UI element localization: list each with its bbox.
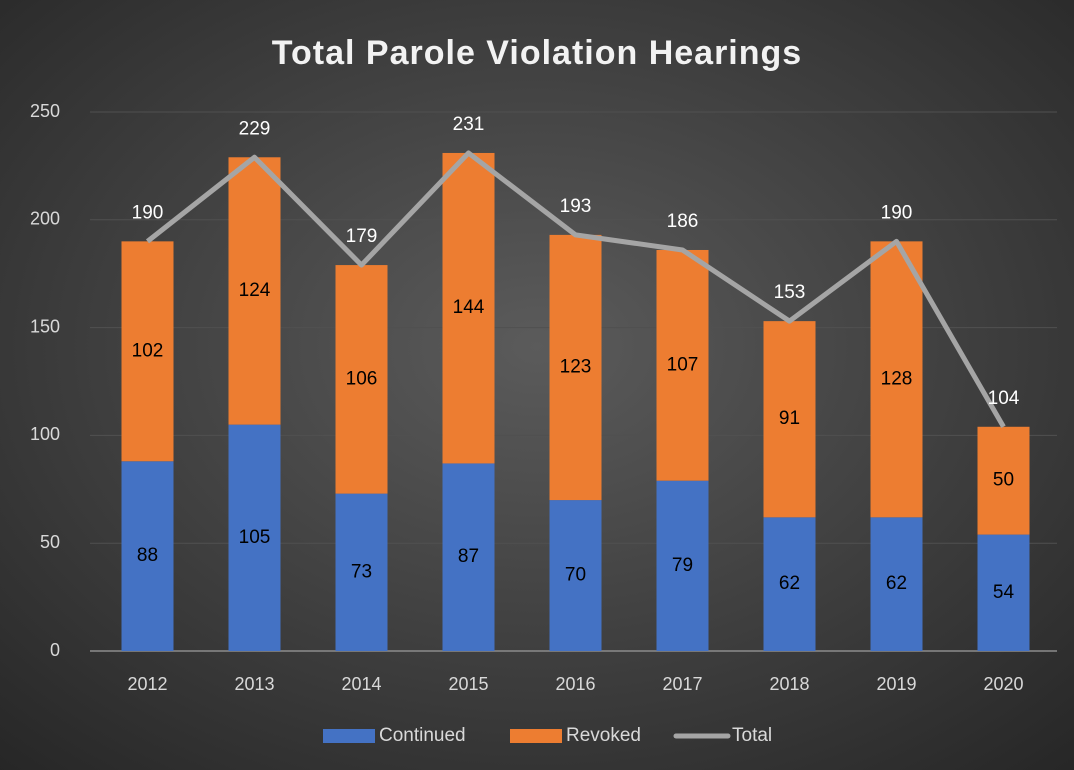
- y-tick-label: 250: [30, 101, 60, 121]
- bar-segment: [549, 500, 602, 651]
- bar-segment: [228, 157, 281, 425]
- data-label: 54: [993, 582, 1015, 603]
- x-tick-label: 2013: [234, 674, 274, 694]
- x-tick-label: 2014: [341, 674, 381, 694]
- data-label: 190: [132, 202, 164, 223]
- y-tick-label: 150: [30, 316, 60, 336]
- data-label: 231: [453, 114, 485, 135]
- bar-segment: [121, 241, 174, 462]
- bar-segment: [335, 493, 388, 651]
- data-label: 190: [881, 202, 913, 223]
- x-tick-label: 2019: [876, 674, 916, 694]
- data-label: 70: [565, 565, 586, 586]
- data-label: 153: [774, 282, 806, 303]
- data-label: 107: [667, 354, 699, 375]
- bar-segment: [335, 265, 388, 494]
- chart-title: Total Parole Violation Hearings: [272, 34, 802, 72]
- data-label: 124: [239, 280, 271, 301]
- bar-segment: [763, 517, 816, 651]
- x-tick-label: 2012: [127, 674, 167, 694]
- data-label: 229: [239, 118, 271, 139]
- legend-label: Continued: [379, 725, 466, 746]
- data-label: 62: [886, 573, 907, 594]
- bar-segment: [656, 480, 709, 651]
- data-label: 105: [239, 527, 271, 548]
- bar-segment: [977, 426, 1030, 535]
- x-tick-label: 2018: [769, 674, 809, 694]
- data-label: 102: [132, 340, 164, 361]
- data-label: 62: [779, 573, 800, 594]
- y-tick-label: 0: [50, 640, 60, 660]
- legend-label: Revoked: [566, 725, 641, 746]
- x-tick-label: 2017: [662, 674, 702, 694]
- bar-segment: [656, 249, 709, 481]
- bar-segment: [549, 234, 602, 501]
- bar-segment: [121, 461, 174, 651]
- y-tick-label: 200: [30, 209, 60, 229]
- data-label: 87: [458, 546, 479, 567]
- data-label: 79: [672, 555, 693, 576]
- data-label: 73: [351, 561, 372, 582]
- bar-segment: [442, 463, 495, 651]
- y-tick-label: 50: [40, 532, 60, 552]
- data-label: 104: [988, 388, 1020, 409]
- y-tick-label: 100: [30, 424, 60, 444]
- bar-segment: [870, 241, 923, 518]
- bar-segment: [763, 321, 816, 518]
- data-label: 193: [560, 196, 592, 217]
- bar-segment: [977, 534, 1030, 651]
- data-label: 128: [881, 368, 913, 389]
- data-label: 91: [779, 408, 800, 429]
- total-line: [145, 150, 1006, 429]
- data-label: 179: [346, 226, 378, 247]
- data-label: 88: [137, 545, 158, 566]
- x-tick-label: 2016: [555, 674, 595, 694]
- x-tick-label: 2015: [448, 674, 488, 694]
- bar-segment: [870, 517, 923, 651]
- data-label: 106: [346, 368, 378, 389]
- data-label: 186: [667, 211, 699, 232]
- data-label: 144: [453, 297, 485, 318]
- data-label: 123: [560, 357, 592, 378]
- legend-label: Total: [732, 725, 772, 746]
- legend-swatch: [510, 729, 562, 743]
- legend-swatch: [323, 729, 375, 743]
- bar-segment: [442, 152, 495, 464]
- data-label: 50: [993, 470, 1014, 491]
- x-tick-label: 2020: [983, 674, 1023, 694]
- bar-segment: [228, 424, 281, 651]
